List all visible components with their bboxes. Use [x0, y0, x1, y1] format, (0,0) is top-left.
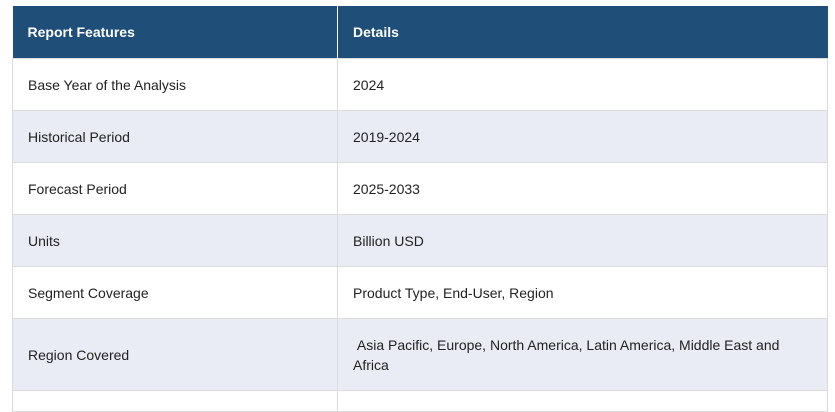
table-row-partial: [12, 390, 828, 412]
table-row: Base Year of the Analysis 2024: [12, 58, 828, 111]
report-table-container: Report Features Details Base Year of the…: [12, 6, 828, 412]
row-details-cell: Billion USD: [337, 214, 828, 267]
table-row: Region Covered Asia Pacific, Europe, Nor…: [12, 318, 828, 391]
table-row: Segment Coverage Product Type, End-User,…: [12, 266, 828, 319]
row-details-cell-empty: [337, 390, 828, 412]
table-header-row: Report Features Details: [12, 6, 828, 59]
row-feature-cell: Units: [12, 214, 338, 267]
row-feature-cell: Forecast Period: [12, 162, 338, 215]
table-row: Forecast Period 2025-2033: [12, 162, 828, 215]
row-feature-cell: Historical Period: [12, 110, 338, 163]
table-row: Historical Period 2019-2024: [12, 110, 828, 163]
row-feature-cell: Segment Coverage: [12, 266, 338, 319]
row-details-cell: 2019-2024: [337, 110, 828, 163]
row-details-cell: 2025-2033: [337, 162, 828, 215]
row-details-cell: 2024: [337, 58, 828, 111]
header-details: Details: [337, 6, 828, 59]
row-feature-cell-empty: [12, 390, 338, 412]
row-feature-cell: Base Year of the Analysis: [12, 58, 338, 111]
report-features-table: Report Features Details Base Year of the…: [12, 6, 828, 412]
row-feature-cell: Region Covered: [12, 318, 338, 391]
table-row: Units Billion USD: [12, 214, 828, 267]
row-details-cell: Asia Pacific, Europe, North America, Lat…: [337, 318, 828, 391]
header-report-features: Report Features: [12, 6, 338, 59]
row-details-cell: Product Type, End-User, Region: [337, 266, 828, 319]
